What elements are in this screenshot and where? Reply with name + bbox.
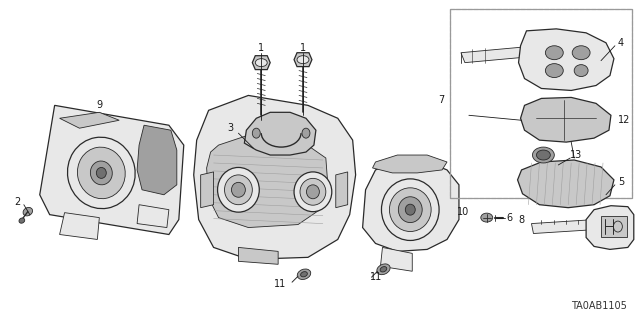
Ellipse shape: [225, 175, 252, 205]
Text: 12: 12: [618, 115, 630, 125]
Ellipse shape: [19, 218, 25, 223]
Polygon shape: [294, 53, 312, 67]
Bar: [601, 216, 627, 237]
Text: 9: 9: [96, 100, 102, 110]
Text: 1: 1: [300, 43, 306, 53]
Polygon shape: [520, 97, 611, 142]
Polygon shape: [137, 205, 169, 227]
Ellipse shape: [532, 147, 554, 163]
Ellipse shape: [481, 213, 493, 222]
Ellipse shape: [90, 161, 112, 185]
Ellipse shape: [255, 59, 268, 67]
Polygon shape: [137, 125, 177, 195]
Polygon shape: [60, 112, 119, 128]
Text: 10: 10: [457, 207, 469, 217]
Polygon shape: [201, 172, 214, 208]
Text: 7: 7: [438, 95, 444, 105]
Polygon shape: [380, 248, 412, 271]
Ellipse shape: [297, 56, 309, 63]
Text: 6: 6: [507, 213, 513, 223]
Ellipse shape: [300, 178, 326, 205]
Polygon shape: [239, 248, 278, 264]
Polygon shape: [336, 172, 348, 208]
Ellipse shape: [536, 150, 550, 160]
Ellipse shape: [252, 128, 260, 138]
Ellipse shape: [380, 267, 387, 272]
Polygon shape: [252, 56, 270, 70]
Polygon shape: [207, 135, 328, 227]
Text: 8: 8: [518, 215, 525, 225]
Ellipse shape: [381, 179, 439, 241]
Text: TA0AB1105: TA0AB1105: [572, 301, 627, 311]
Ellipse shape: [67, 137, 135, 209]
Text: 11: 11: [274, 279, 286, 289]
Ellipse shape: [545, 46, 563, 60]
Polygon shape: [594, 219, 606, 232]
Polygon shape: [531, 219, 596, 234]
Ellipse shape: [398, 197, 422, 223]
Ellipse shape: [301, 271, 307, 277]
Text: 11: 11: [370, 272, 383, 282]
Ellipse shape: [545, 63, 563, 78]
Ellipse shape: [97, 167, 106, 178]
Ellipse shape: [377, 264, 390, 275]
Ellipse shape: [405, 204, 415, 215]
Ellipse shape: [218, 167, 259, 212]
Ellipse shape: [302, 128, 310, 138]
Polygon shape: [586, 206, 634, 249]
Polygon shape: [60, 213, 99, 240]
Bar: [450, 9, 632, 198]
Polygon shape: [518, 29, 614, 91]
Ellipse shape: [307, 185, 319, 199]
Polygon shape: [372, 155, 447, 173]
Polygon shape: [40, 105, 184, 234]
Polygon shape: [518, 160, 614, 208]
Ellipse shape: [574, 65, 588, 77]
Text: 5: 5: [618, 177, 624, 187]
Text: 3: 3: [227, 123, 234, 133]
Ellipse shape: [232, 182, 245, 197]
Text: 13: 13: [570, 150, 582, 160]
Polygon shape: [461, 47, 531, 63]
Text: 4: 4: [618, 38, 624, 48]
Text: 1: 1: [258, 43, 264, 53]
Polygon shape: [244, 112, 316, 155]
Polygon shape: [363, 162, 459, 251]
Ellipse shape: [297, 269, 311, 279]
Ellipse shape: [572, 46, 590, 60]
Ellipse shape: [77, 147, 125, 199]
Ellipse shape: [389, 188, 431, 232]
Polygon shape: [194, 95, 356, 259]
Ellipse shape: [294, 172, 332, 211]
Ellipse shape: [23, 207, 33, 216]
Text: 2: 2: [14, 197, 20, 207]
